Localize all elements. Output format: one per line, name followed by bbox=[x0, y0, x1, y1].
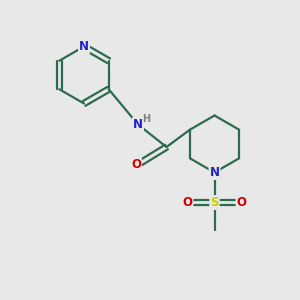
Text: O: O bbox=[236, 196, 247, 209]
Text: S: S bbox=[210, 196, 219, 209]
Text: N: N bbox=[79, 40, 89, 53]
Text: O: O bbox=[131, 158, 141, 172]
Text: N: N bbox=[133, 118, 143, 131]
Text: O: O bbox=[182, 196, 193, 209]
Text: H: H bbox=[142, 114, 151, 124]
Text: N: N bbox=[209, 166, 220, 179]
